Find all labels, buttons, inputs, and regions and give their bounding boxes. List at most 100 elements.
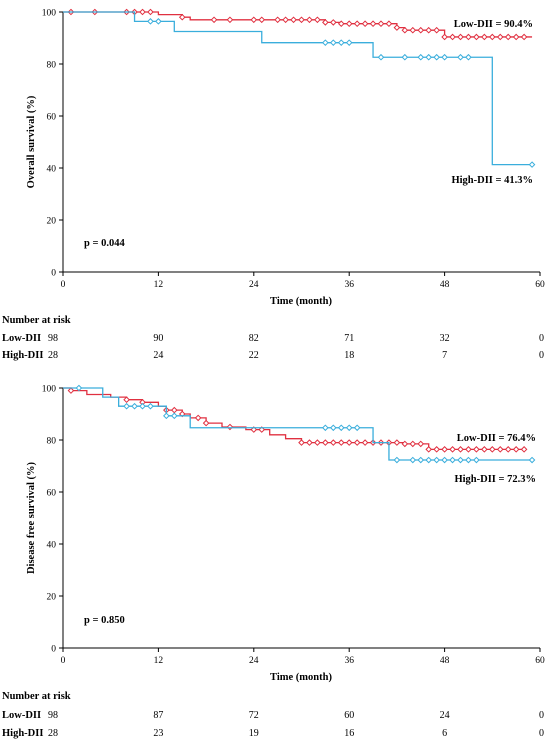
risk-value: 98	[48, 710, 58, 721]
y-tick-label: 100	[42, 385, 57, 395]
y-tick-label: 80	[47, 61, 57, 71]
censor-mark-high-dii	[409, 456, 417, 464]
x-tick-label: 36	[344, 656, 354, 666]
censor-mark-high-dii	[147, 18, 154, 25]
censor-mark-high-dii	[473, 456, 480, 464]
censor-mark-low-dii	[139, 8, 146, 16]
p-value: p = 0.850	[84, 615, 125, 626]
risk-value: 24	[440, 710, 450, 721]
risk-value: 87	[153, 710, 163, 721]
censor-mark-high-dii	[123, 402, 130, 410]
censor-mark-high-dii	[465, 456, 472, 464]
risk-value: 71	[344, 333, 354, 344]
censor-mark-high-dii	[337, 424, 345, 432]
censor-mark-high-dii	[417, 456, 425, 464]
censor-mark-low-dii	[473, 33, 480, 41]
censor-mark-low-dii	[250, 16, 258, 24]
risk-value: 19	[249, 728, 259, 739]
p-value: p = 0.044	[84, 238, 125, 249]
axes: 0 20 40 60 80 100 0 12 24 36 48 60	[42, 385, 545, 667]
censor-mark-high-dii	[377, 53, 385, 61]
censor-mark-low-dii	[329, 19, 337, 26]
risk-value: 7	[442, 350, 447, 361]
x-tick-label: 60	[535, 656, 545, 666]
y-tick-label: 20	[47, 593, 57, 603]
censor-mark-low-dii	[520, 33, 528, 41]
censor-mark-low-dii	[409, 26, 417, 34]
risk-value: 0	[539, 728, 544, 739]
risk-table-disease-free: Number at risk Low-DII High-DII 98 87 72 60…	[2, 691, 544, 739]
y-tick-label: 100	[42, 9, 57, 19]
censor-mark-high-dii	[401, 53, 409, 61]
censor-mark-low-dii	[512, 33, 520, 41]
censor-mark-high-dii	[449, 456, 456, 464]
x-tick-label: 12	[154, 656, 164, 666]
censor-mark-high-dii	[131, 402, 138, 410]
censor-mark-high-dii	[441, 53, 448, 61]
censor-mark-low-dii	[178, 13, 186, 21]
censor-mark-high-dii	[155, 18, 162, 25]
censor-mark-high-dii	[457, 456, 464, 464]
censor-mark-low-dii	[202, 419, 210, 427]
censor-mark-low-dii	[361, 20, 369, 28]
risk-row-label-low-dii: Low-DII	[2, 333, 41, 344]
censor-mark-low-dii	[194, 414, 202, 422]
risk-value: 90	[153, 333, 163, 344]
censor-mark-low-dii	[353, 20, 361, 28]
censor-mark-low-dii	[123, 396, 130, 404]
censor-mark-high-dii	[163, 412, 170, 420]
series-label-high-dii: High-DII = 41.3%	[451, 175, 533, 186]
y-tick-label: 20	[47, 217, 57, 227]
censor-mark-low-dii	[322, 439, 329, 446]
censor-mark-low-dii	[425, 446, 433, 453]
censor-mark-high-dii	[322, 424, 329, 432]
censor-mark-low-dii	[306, 439, 313, 446]
risk-value: 0	[539, 710, 544, 721]
censor-mark-high-dii	[528, 456, 536, 464]
censor-mark-low-dii	[393, 24, 401, 31]
x-tick-label: 0	[61, 280, 66, 290]
censor-mark-low-dii	[441, 446, 448, 453]
risk-table-title: Number at risk	[2, 315, 71, 326]
censor-mark-low-dii	[210, 16, 218, 24]
censor-mark-low-dii	[298, 439, 305, 446]
censor-mark-low-dii	[369, 20, 377, 28]
risk-table-title: Number at risk	[2, 691, 71, 702]
risk-row-label-high-dii: High-DII	[2, 728, 43, 739]
censor-mark-low-dii	[337, 439, 345, 446]
censor-mark-low-dii	[481, 446, 488, 453]
censor-mark-high-dii	[457, 53, 464, 61]
risk-value: 0	[539, 333, 544, 344]
curve-high-dii	[63, 387, 533, 461]
series-label-high-dii: High-DII = 72.3%	[454, 474, 536, 485]
censor-mark-low-dii	[258, 16, 266, 24]
disease-free-survival-chart: Disease free survival (%) Time (month) p…	[26, 385, 545, 684]
y-tick-label: 40	[47, 541, 57, 551]
censor-mark-low-dii	[290, 16, 297, 24]
risk-value: 18	[344, 350, 354, 361]
censor-mark-low-dii	[282, 16, 289, 24]
survival-curves	[63, 384, 536, 464]
censor-mark-low-dii	[314, 16, 321, 24]
risk-value: 32	[440, 333, 450, 344]
y-tick-label: 60	[47, 489, 57, 499]
censor-mark-low-dii	[512, 446, 520, 453]
censor-mark-low-dii	[393, 439, 401, 446]
censor-mark-low-dii	[322, 19, 329, 26]
censor-mark-low-dii	[401, 26, 409, 34]
curve-high-dii	[63, 11, 533, 166]
censor-mark-low-dii	[465, 33, 472, 41]
risk-value: 72	[249, 710, 259, 721]
censor-mark-low-dii	[520, 446, 528, 453]
x-tick-label: 24	[249, 280, 259, 290]
risk-value: 6	[442, 728, 447, 739]
censor-mark-high-dii	[433, 53, 440, 61]
y-tick-label: 0	[51, 645, 56, 655]
censor-mark-low-dii	[473, 446, 480, 453]
censor-mark-high-dii	[465, 53, 472, 61]
censor-mark-high-dii	[322, 39, 329, 46]
overall-survival-chart: Overall survival (%) Time (month) p = 0.…	[26, 9, 545, 308]
censor-mark-low-dii	[353, 439, 361, 446]
censor-mark-low-dii	[250, 426, 258, 433]
